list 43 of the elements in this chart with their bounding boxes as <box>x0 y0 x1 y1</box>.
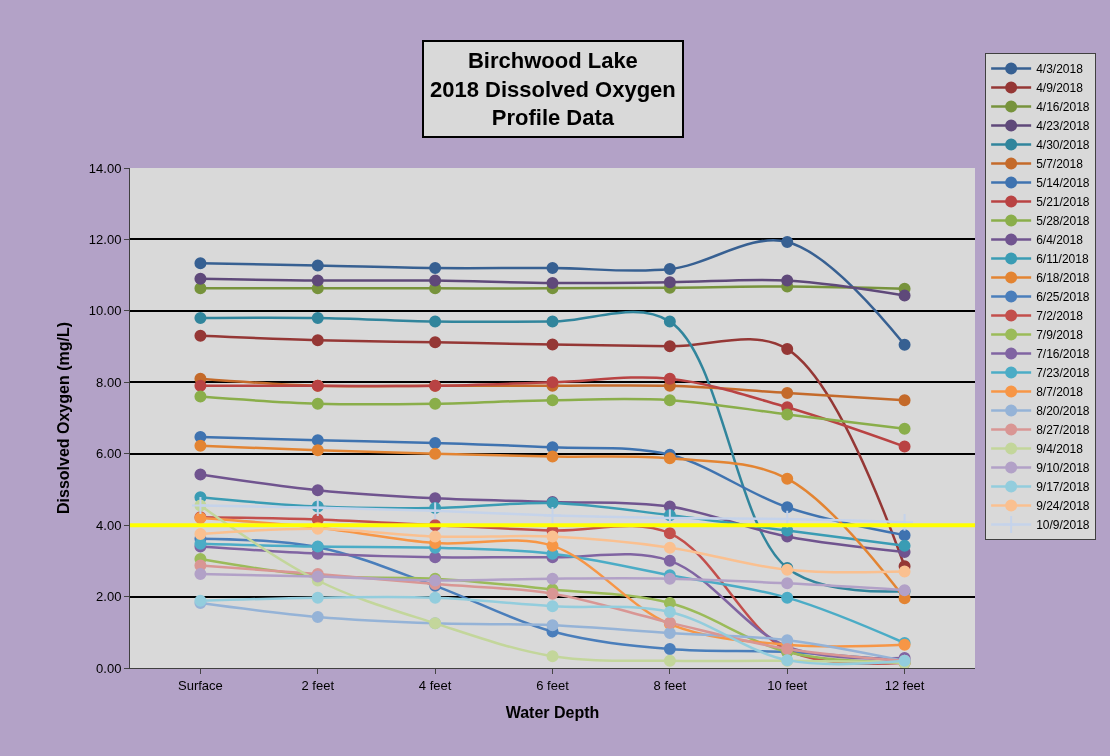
legend-label: 9/24/2018 <box>1036 499 1090 514</box>
legend-label: 9/4/2018 <box>1036 442 1084 457</box>
legend-label: 9/10/2018 <box>1036 461 1090 476</box>
y-tick-label: 12.00 <box>88 231 122 247</box>
legend-label: 7/16/2018 <box>1036 347 1090 362</box>
legend-label: 9/17/2018 <box>1036 480 1090 495</box>
legend-label: 4/23/2018 <box>1036 119 1090 134</box>
legend-label: 4/3/2018 <box>1036 62 1084 77</box>
legend-label: 5/21/2018 <box>1036 195 1090 210</box>
x-tick-label: 10 feet <box>767 677 808 693</box>
x-axis-title: Water Depth <box>505 704 600 722</box>
legend-label: 10/9/2018 <box>1036 518 1090 533</box>
legend-label: 5/14/2018 <box>1036 176 1090 191</box>
legend-label: 4/16/2018 <box>1036 100 1090 115</box>
y-tick-label: 10.00 <box>88 303 122 319</box>
legend-label: 7/9/2018 <box>1036 328 1084 343</box>
legend-label: 4/9/2018 <box>1036 81 1084 96</box>
legend-label: 8/27/2018 <box>1036 423 1090 438</box>
legend-label: 8/7/2018 <box>1036 385 1084 400</box>
x-tick-label: 12 feet <box>884 677 925 693</box>
legend-label: 4/30/2018 <box>1036 138 1090 153</box>
chart-title: Birchwood Lake 2018 Dissolved Oxygen Profile Data <box>430 48 676 131</box>
x-tick-label: 2 feet <box>301 677 335 693</box>
legend-label: 7/2/2018 <box>1036 309 1084 324</box>
x-tick-label: Surface <box>178 677 223 693</box>
x-tick-label: 8 feet <box>653 677 687 693</box>
y-tick-label: 14.00 <box>88 160 122 176</box>
y-axis-title: Dissolved Oxygen (mg/L) <box>54 321 72 515</box>
legend-label: 5/7/2018 <box>1036 157 1084 172</box>
y-tick-label: 8.00 <box>96 374 122 390</box>
x-tick-label: 4 feet <box>418 677 452 693</box>
legend-label: 6/18/2018 <box>1036 271 1090 286</box>
legend-label: 8/20/2018 <box>1036 404 1090 419</box>
legend-label: 6/11/2018 <box>1036 252 1089 267</box>
legend-label: 7/23/2018 <box>1036 366 1090 381</box>
legend-label: 6/4/2018 <box>1036 233 1084 248</box>
y-tick-label: 2.00 <box>96 589 122 605</box>
legend-label: 5/28/2018 <box>1036 214 1090 229</box>
x-tick-label: 6 feet <box>536 677 570 693</box>
y-tick-label: 0.00 <box>96 660 122 676</box>
y-tick-label: 6.00 <box>96 446 122 462</box>
y-tick-label: 4.00 <box>96 517 122 533</box>
legend-label: 6/25/2018 <box>1036 290 1090 305</box>
